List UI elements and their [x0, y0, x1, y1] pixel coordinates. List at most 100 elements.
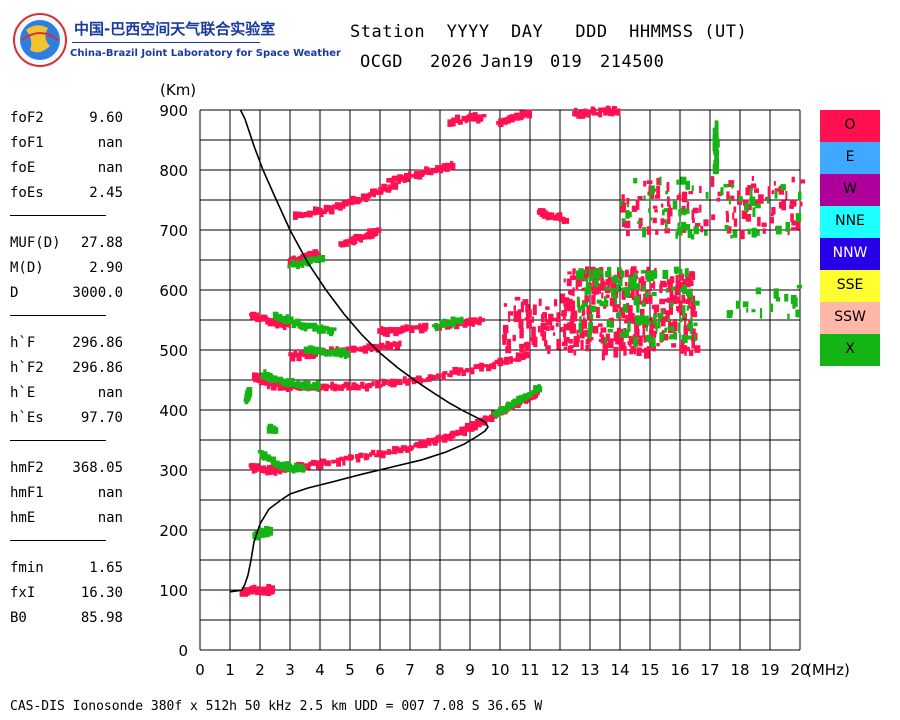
echo-mark	[296, 352, 302, 362]
echo-mark	[625, 269, 629, 278]
echo-mark	[599, 267, 604, 272]
echo-mark	[331, 348, 338, 355]
echo-mark	[540, 322, 547, 331]
echo-mark	[513, 305, 516, 311]
echo-mark	[640, 348, 646, 353]
echo-mark	[447, 373, 451, 377]
echo-mark	[681, 205, 686, 215]
echo-mark	[371, 381, 375, 387]
echo-mark	[453, 118, 457, 123]
echo-mark	[575, 280, 579, 291]
echo-mark	[622, 304, 628, 313]
echo-mark	[540, 314, 545, 323]
echo-mark	[322, 255, 326, 261]
echo-mark	[771, 207, 776, 215]
echo-mark	[589, 314, 594, 320]
param-name: M(D)	[10, 260, 44, 276]
echo-mark	[682, 278, 688, 285]
echo-mark	[308, 323, 313, 329]
echo-mark	[635, 283, 641, 290]
echo-mark	[576, 270, 580, 277]
echo-mark	[392, 379, 397, 387]
echo-mark	[436, 373, 442, 379]
echo-mark	[645, 292, 649, 298]
echo-mark	[738, 196, 743, 202]
echo-mark	[669, 289, 674, 298]
echo-mark	[489, 363, 493, 369]
echo-mark	[348, 346, 354, 351]
echo-mark	[320, 383, 326, 390]
echo-mark	[507, 311, 514, 316]
echo-mark	[661, 282, 668, 288]
echo-mark	[775, 297, 781, 302]
echo-mark	[681, 191, 688, 203]
echo-mark	[504, 116, 509, 124]
echo-mark	[459, 426, 464, 434]
echo-mark	[299, 212, 306, 216]
echo-mark	[624, 286, 630, 298]
echo-mark	[613, 346, 619, 358]
echo-mark	[459, 316, 464, 325]
echo-mark	[631, 313, 635, 323]
echo-mark	[789, 204, 795, 209]
echo-mark	[780, 184, 786, 191]
logo-divider	[72, 42, 260, 43]
echo-mark	[544, 339, 548, 347]
echo-mark	[518, 395, 525, 404]
echo-mark	[666, 196, 670, 207]
echo-mark	[520, 301, 524, 313]
echo-mark	[691, 339, 696, 349]
echo-mark	[669, 326, 675, 332]
echo-mark	[678, 322, 681, 333]
echo-mark	[312, 249, 319, 258]
echo-mark	[681, 334, 688, 340]
echo-mark	[595, 315, 601, 319]
chart-profile	[229, 109, 489, 593]
echo-mark	[594, 289, 599, 295]
echo-mark	[645, 334, 652, 342]
echo-mark	[564, 217, 570, 224]
echo-mark	[395, 379, 402, 386]
echo-mark	[341, 383, 346, 389]
echo-mark	[512, 358, 516, 362]
echo-mark	[325, 351, 331, 356]
echo-mark	[633, 177, 638, 184]
echo-mark	[755, 203, 761, 209]
x-tick-label: 1	[225, 661, 235, 679]
echo-mark	[629, 211, 632, 218]
param-row: hmF2 368.05	[10, 460, 135, 478]
echo-mark	[465, 321, 470, 326]
echo-mark	[638, 336, 642, 341]
echo-mark	[628, 305, 633, 316]
echo-mark	[629, 283, 636, 290]
echo-mark	[670, 282, 673, 290]
param-value: 1.65	[89, 560, 123, 576]
param-value: 3000.0	[72, 285, 123, 301]
echo-mark	[502, 324, 509, 334]
echo-mark	[653, 313, 657, 325]
echo-mark	[471, 317, 478, 322]
echo-mark	[716, 197, 721, 202]
echo-mark	[519, 110, 525, 118]
echo-mark	[688, 191, 693, 195]
param-value: 9.60	[89, 110, 123, 126]
echo-mark	[578, 322, 582, 333]
echo-mark	[650, 283, 655, 288]
echo-mark	[758, 194, 764, 204]
echo-mark	[646, 226, 652, 235]
echo-mark	[689, 327, 693, 334]
echo-mark	[358, 452, 364, 459]
echo-mark	[723, 183, 729, 188]
echo-mark	[308, 346, 314, 354]
echo-mark	[627, 321, 631, 332]
echo-mark	[650, 185, 655, 194]
echo-mark	[383, 450, 388, 455]
echo-mark	[278, 320, 283, 325]
echo-mark	[694, 345, 701, 353]
header-column-titles: Station YYYY DAY DDD HHMMSS (UT)	[350, 22, 748, 42]
echo-mark	[585, 270, 591, 278]
echo-mark	[682, 284, 687, 295]
echo-mark	[654, 194, 661, 199]
echo-mark	[581, 330, 585, 339]
echo-mark	[455, 429, 461, 436]
